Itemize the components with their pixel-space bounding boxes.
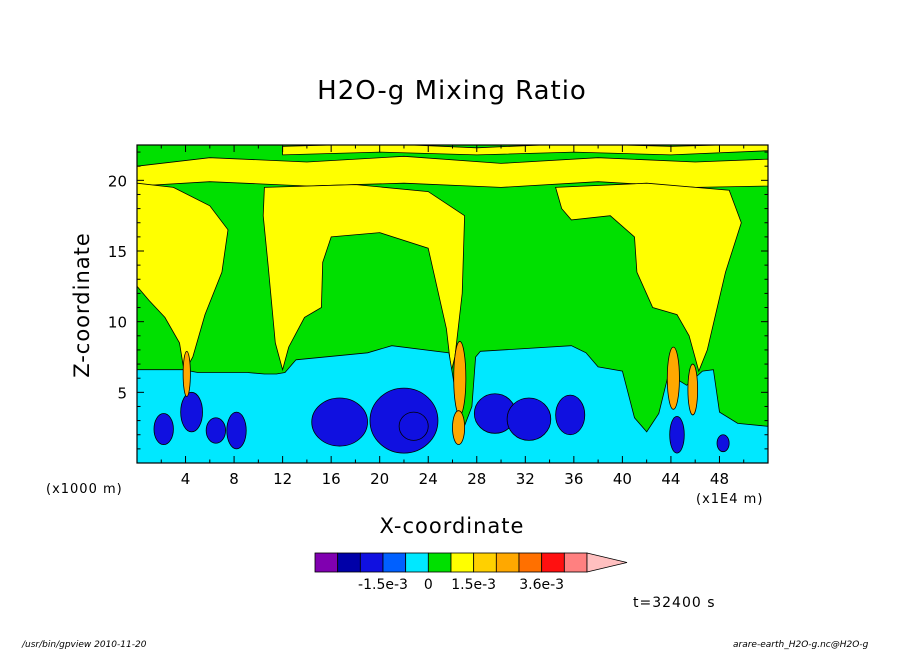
x-tick-label: 24 [419, 470, 438, 488]
contour-cell [669, 415, 685, 454]
colorbar-segment [518, 552, 543, 573]
contour-cell [716, 434, 730, 453]
colorbar-label: 1.5e-3 [451, 577, 496, 593]
contour-cell [311, 397, 368, 447]
contour-cell [153, 413, 174, 446]
y-tick-label: 10 [108, 314, 127, 332]
chart-title: H2O-g Mixing Ratio [317, 76, 587, 106]
colorbar-segment [427, 552, 452, 573]
x-axis-unit: (x1000 m) [46, 482, 123, 497]
colorbar-segment [337, 552, 361, 573]
contour-cyan-layer [137, 345, 768, 463]
colorbar-segment [314, 552, 339, 573]
x-tick-label: 40 [613, 470, 632, 488]
colorbar-label: 0 [424, 577, 433, 593]
y-tick-label: 15 [108, 243, 127, 261]
x-tick-label: 8 [229, 470, 239, 488]
colorbar-segment [405, 552, 429, 573]
y-axis: 5 10 15 20 [108, 151, 768, 450]
contour-core [452, 410, 466, 446]
footer-left: /usr/bin/gpview 2010-11-20 [22, 640, 147, 650]
contour-cell [506, 397, 552, 441]
colorbar-segment [473, 552, 497, 573]
contour-cell [180, 391, 203, 433]
x-tick-label: 36 [564, 470, 583, 488]
contour-cell [226, 411, 247, 450]
x-tick-label: 44 [661, 470, 680, 488]
colorbar-segment [359, 552, 384, 573]
x-tick-label: 28 [467, 470, 486, 488]
contour-cell-core [398, 411, 429, 441]
time-label: t=32400 s [633, 595, 716, 611]
colorbar: -1.5e-3 0 1.5e-3 3.6e-3 [314, 552, 628, 593]
contour-core [453, 341, 467, 416]
colorbar-label: -1.5e-3 [358, 577, 408, 593]
x-axis-scale: (x1E4 m) [696, 492, 764, 507]
x-tick-label: 16 [322, 470, 341, 488]
x-axis-label: X-coordinate [379, 514, 525, 538]
x-tick-label: 20 [370, 470, 389, 488]
contour-cell [205, 417, 226, 444]
footer-right: arare-earth_H2O-g.nc@H2O-g [733, 640, 869, 650]
contour-plume-3 [555, 182, 742, 373]
colorbar-segment [382, 552, 407, 573]
x-tick-label: 48 [710, 470, 729, 488]
contour-core [687, 363, 699, 416]
colorbar-segment [541, 552, 565, 573]
y-tick-label: 20 [108, 172, 127, 190]
x-tick-label: 32 [516, 470, 535, 488]
colorbar-segment [563, 552, 588, 573]
colorbar-extend-arrow [586, 552, 628, 573]
colorbar-label: 3.6e-3 [519, 577, 564, 593]
contour-cell [555, 394, 586, 436]
colorbar-segment [450, 552, 475, 573]
y-axis-label: Z-coordinate [70, 232, 94, 378]
x-tick-label: 4 [181, 470, 191, 488]
contour-plume-2 [262, 184, 466, 372]
contour-core [182, 350, 191, 397]
y-tick-label: 5 [117, 384, 127, 402]
contour-core [666, 346, 680, 410]
contour-field [137, 145, 768, 463]
contour-plume-1 [137, 182, 229, 374]
colorbar-segment [495, 552, 520, 573]
x-tick-label: 12 [273, 470, 292, 488]
x-axis: 4 8 12 16 20 24 28 32 36 40 44 48 [160, 145, 745, 488]
contour-band-upper [137, 155, 768, 188]
